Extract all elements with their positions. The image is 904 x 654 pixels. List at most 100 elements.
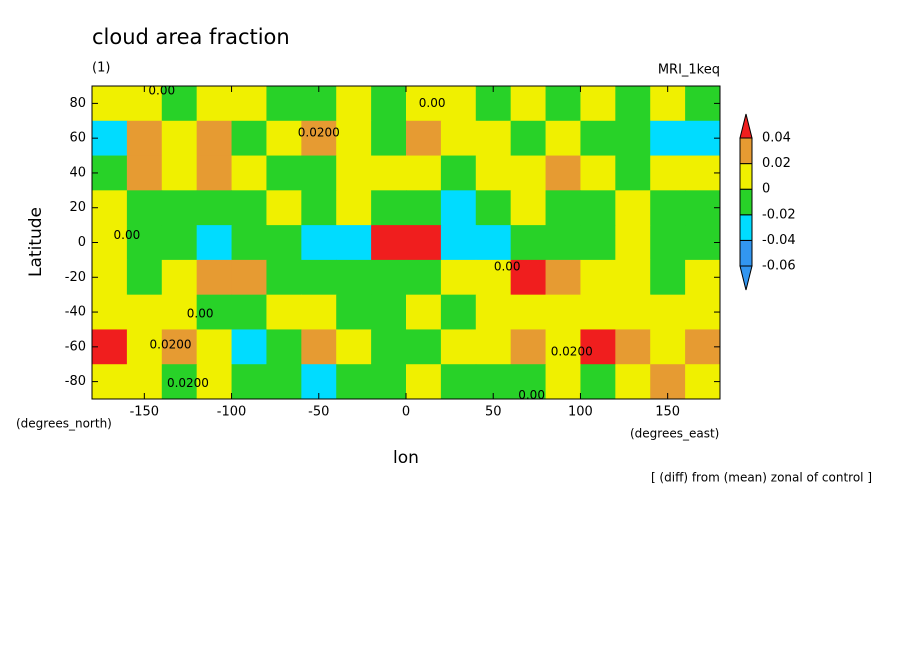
field-cell (371, 329, 407, 365)
contour-label: 0.0200 (150, 338, 192, 352)
field-cell (336, 86, 372, 122)
field-cell (510, 155, 547, 191)
field-cell (161, 190, 198, 226)
field-cell (231, 190, 267, 226)
field-cell (440, 329, 477, 365)
field-cell (301, 294, 337, 330)
contour-label: 0.00 (148, 84, 175, 98)
field-cell (126, 155, 163, 191)
field-cell (126, 329, 163, 365)
colorbar-label: -0.04 (762, 233, 796, 248)
field-cell (440, 155, 477, 191)
contour-label: 0.00 (114, 228, 141, 242)
colorbar-label: 0.02 (762, 156, 791, 171)
contour-label: 0.0200 (298, 125, 340, 139)
colorbar-segment (739, 239, 753, 267)
x-tick-label: -50 (308, 405, 329, 420)
field-cell (161, 86, 198, 122)
field-cell (580, 364, 616, 400)
field-cell (266, 225, 302, 261)
y-tick-label: 20 (69, 200, 86, 215)
x-tick-label: 0 (402, 405, 410, 420)
field-cell (371, 86, 407, 122)
field-cell (336, 294, 372, 330)
field-cell (475, 259, 512, 296)
field-cell (650, 294, 686, 330)
x-tick-label: -150 (130, 405, 160, 420)
field-cell (440, 86, 477, 122)
field-cell (650, 259, 686, 296)
note: [ (diff) from (mean) zonal of control ] (651, 471, 872, 485)
field-cell (231, 155, 267, 191)
field-cell (161, 294, 198, 330)
field-cell (371, 294, 407, 330)
field-cell (266, 120, 302, 157)
x-tick-label: 50 (485, 405, 502, 420)
field-cell (440, 294, 477, 330)
colorbar-label: -0.06 (762, 259, 796, 274)
field-cell (231, 329, 267, 365)
y-tick-label: -60 (65, 339, 86, 354)
field-cell (545, 329, 581, 365)
field-cell (196, 329, 233, 365)
x-tick-label: 150 (655, 405, 680, 420)
x-units: (degrees_east) (630, 427, 719, 441)
field-cell (580, 190, 616, 226)
field-cell (196, 155, 233, 191)
field-cell (231, 225, 267, 261)
field-cell (440, 364, 477, 400)
field-cell (615, 120, 651, 157)
field-cell (266, 259, 302, 296)
field-cell (336, 364, 372, 400)
y-tick-label: -20 (65, 270, 86, 285)
field-cell (580, 329, 616, 365)
field-cell (196, 259, 233, 296)
field-cell (196, 294, 233, 330)
field-cell (231, 364, 267, 400)
field-cell (126, 190, 163, 226)
field-cell (615, 364, 651, 400)
chart-title: cloud area fraction (92, 25, 290, 49)
field-cell (301, 329, 337, 365)
field-cell (615, 190, 651, 226)
field-cell (650, 155, 686, 191)
field-cell (406, 190, 442, 226)
field-cell (126, 259, 163, 296)
field-cell (371, 225, 407, 261)
field-cell (475, 294, 512, 330)
field-cell (545, 86, 581, 122)
field-cell (510, 329, 547, 365)
x-axis-label: lon (393, 448, 419, 468)
contour-label: 0.0200 (551, 345, 593, 359)
colorbar-segment (739, 214, 753, 241)
plot-area (92, 86, 721, 400)
field-cell (475, 120, 512, 157)
field-cell (196, 190, 233, 226)
field-cell (406, 294, 442, 330)
y-axis-label: Latitude (26, 207, 46, 277)
field-cell (196, 225, 233, 261)
field-cell (510, 364, 547, 400)
colorbar-label: 0.04 (762, 131, 791, 146)
field-cell (580, 120, 616, 157)
y-tick-label: 80 (69, 96, 86, 111)
field-cell (406, 329, 442, 365)
field-cell (371, 190, 407, 226)
field-cell (371, 259, 407, 296)
field-cell (475, 329, 512, 365)
field-cell (336, 120, 372, 157)
y-tick-label: 0 (78, 235, 86, 250)
field-cell (406, 364, 442, 400)
field-cell (196, 86, 233, 122)
field-cell (161, 364, 198, 400)
field-cell (266, 294, 302, 330)
field-cell (266, 329, 302, 365)
field-cell (301, 190, 337, 226)
field-cell (650, 225, 686, 261)
field-cell (650, 120, 686, 157)
y-tick-label: 60 (69, 131, 86, 146)
field-cell (301, 155, 337, 191)
field-cell (161, 259, 198, 296)
field-cell (266, 155, 302, 191)
field-cell (510, 225, 547, 261)
